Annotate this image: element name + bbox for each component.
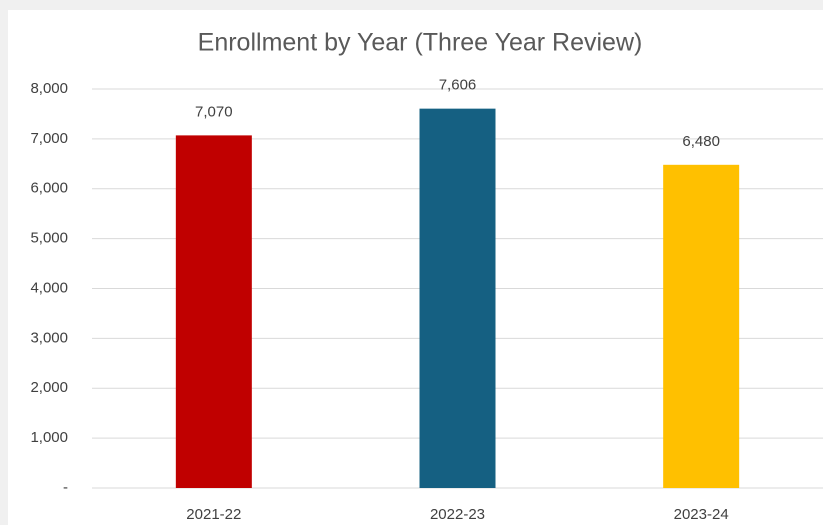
data-label: 6,480 [682,133,720,150]
chart-title: Enrollment by Year (Three Year Review) [198,29,643,57]
bar [175,135,252,489]
y-tick-label: 6,000 [30,180,68,197]
bar [419,108,496,488]
y-tick-label: 3,000 [30,329,68,346]
x-tick-label: 2023-24 [674,506,729,523]
y-tick-label: 8,000 [30,80,68,97]
x-tick-label: 2021-22 [186,506,241,523]
y-tick-label: 7,000 [30,130,68,147]
x-tick-label: 2022-23 [430,506,485,523]
data-label: 7,606 [439,77,477,94]
y-tick-label: 4,000 [30,279,68,296]
bar [663,164,740,488]
y-tick-label: 2,000 [30,379,68,396]
y-tick-label: 1,000 [30,429,68,446]
y-tick-label: - [63,479,68,496]
data-label: 7,070 [195,103,233,120]
y-tick-label: 5,000 [30,230,68,247]
